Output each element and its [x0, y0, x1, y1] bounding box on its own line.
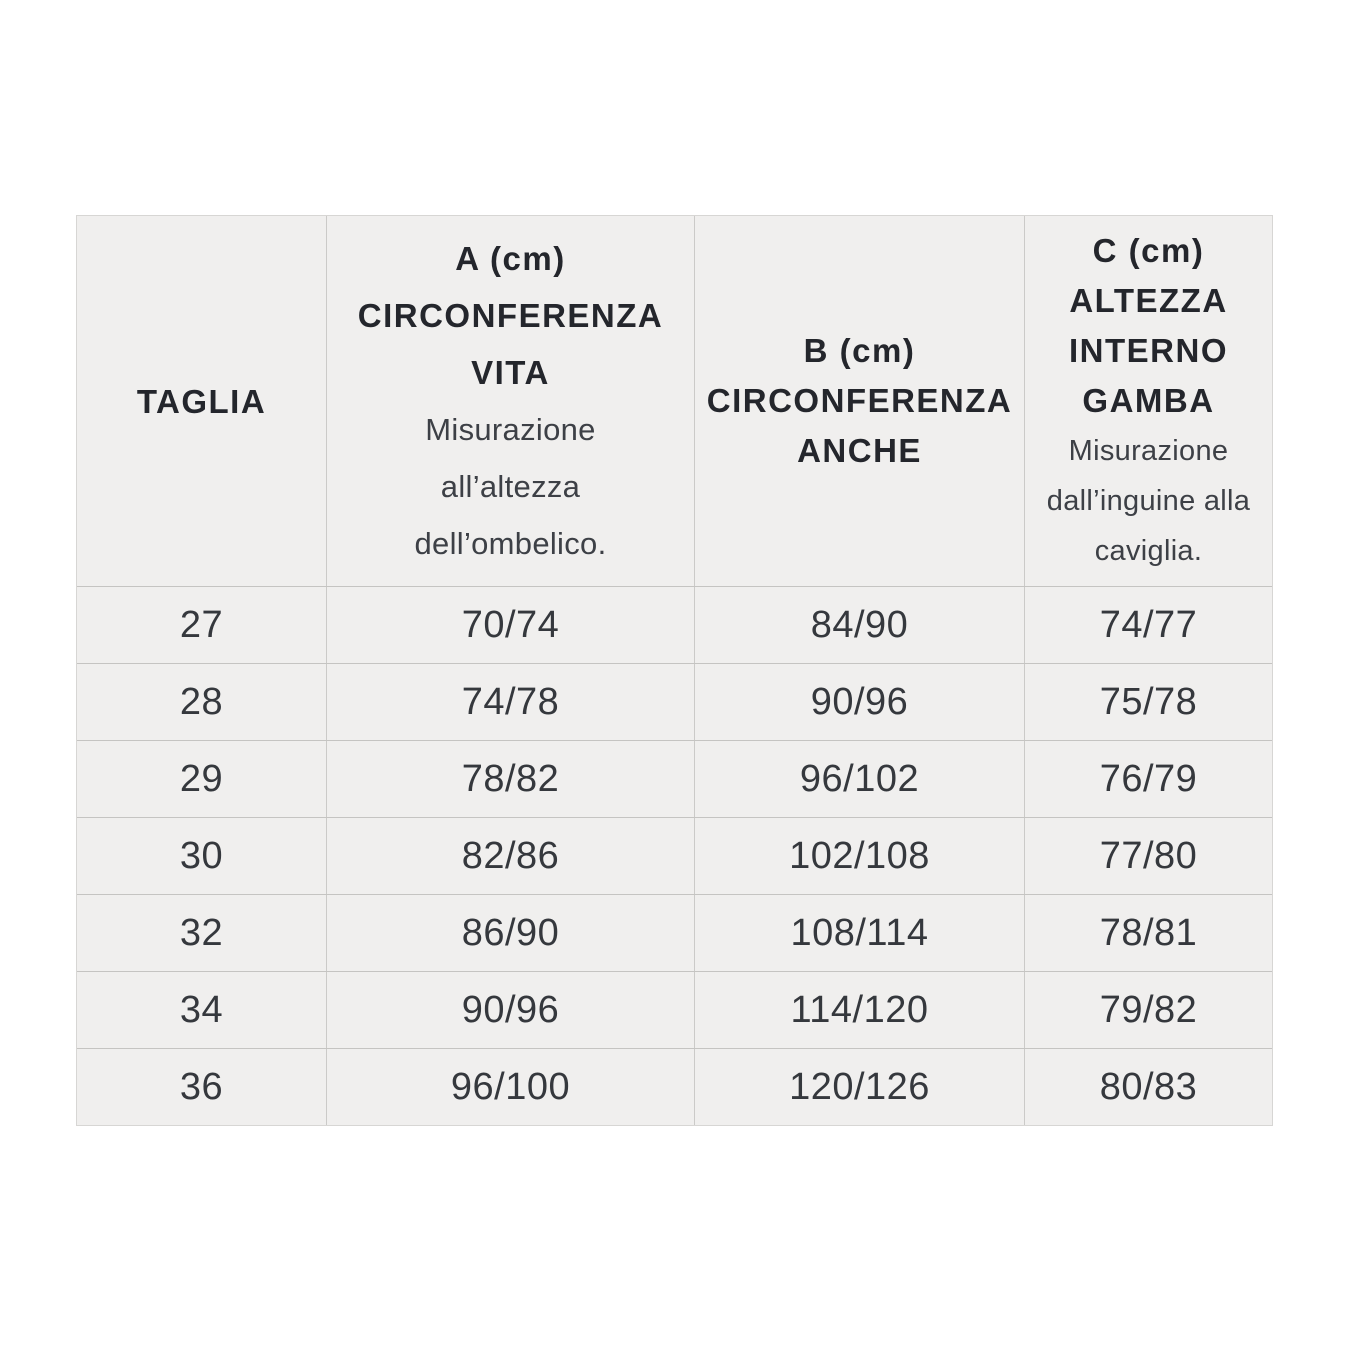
- cell-hips: 108/114: [694, 895, 1024, 971]
- cell-inseam: 76/79: [1024, 741, 1272, 817]
- table-row: 28 74/78 90/96 75/78: [77, 663, 1272, 740]
- cell-waist: 78/82: [326, 741, 694, 817]
- header-title: VITA: [471, 354, 550, 391]
- table-row: 30 82/86 102/108 77/80: [77, 817, 1272, 894]
- cell-hips: 84/90: [694, 587, 1024, 663]
- header-cell-waist: A (cm) CIRCONFERENZA VITA Misurazione al…: [326, 216, 694, 586]
- table-row: 29 78/82 96/102 76/79: [77, 740, 1272, 817]
- cell-size: 32: [179, 911, 224, 954]
- cell-waist: 82/86: [326, 818, 694, 894]
- header-title: CIRCONFERENZA: [357, 297, 664, 334]
- cell-inseam: 80/83: [1024, 1049, 1272, 1125]
- header-note: Misurazione: [425, 412, 596, 447]
- size-chart-table: TAGLIA A (cm) CIRCONFERENZA VITA Misuraz…: [76, 215, 1273, 1126]
- cell-waist: 86/90: [326, 895, 694, 971]
- header-note: Misurazione: [1068, 435, 1229, 467]
- cell-hips: 120/126: [694, 1049, 1024, 1125]
- header-title: TAGLIA: [136, 382, 267, 420]
- header-cell-hips: B (cm) CIRCONFERENZA ANCHE: [694, 216, 1024, 586]
- header-title: ANCHE: [797, 432, 922, 469]
- cell-size: 28: [179, 680, 224, 723]
- cell-waist: 90/96: [326, 972, 694, 1048]
- header-title: B (cm): [803, 332, 916, 369]
- header-row: TAGLIA A (cm) CIRCONFERENZA VITA Misuraz…: [77, 216, 1272, 586]
- cell-inseam: 75/78: [1024, 664, 1272, 740]
- header-title: GAMBA: [1082, 382, 1215, 419]
- cell-size: 36: [179, 1065, 224, 1108]
- header-title: ALTEZZA: [1069, 282, 1228, 319]
- table-row: 32 86/90 108/114 78/81: [77, 894, 1272, 971]
- header-cell-taglia: TAGLIA: [77, 216, 326, 586]
- header-note: dall’inguine alla: [1046, 485, 1251, 517]
- header-title: C (cm): [1092, 232, 1205, 269]
- cell-inseam: 77/80: [1024, 818, 1272, 894]
- table-row: 27 70/74 84/90 74/77: [77, 586, 1272, 663]
- header-note: dell’ombelico.: [414, 526, 607, 561]
- cell-hips: 102/108: [694, 818, 1024, 894]
- header-cell-inseam: C (cm) ALTEZZA INTERNO GAMBA Misurazione…: [1024, 216, 1272, 586]
- header-title: A (cm): [455, 240, 566, 277]
- cell-hips: 96/102: [694, 741, 1024, 817]
- cell-waist: 74/78: [326, 664, 694, 740]
- cell-waist: 96/100: [326, 1049, 694, 1125]
- cell-inseam: 74/77: [1024, 587, 1272, 663]
- cell-size: 29: [179, 757, 224, 800]
- cell-size: 34: [179, 988, 224, 1031]
- header-note: all’altezza: [440, 469, 581, 504]
- table-row: 36 96/100 120/126 80/83: [77, 1048, 1272, 1125]
- cell-inseam: 79/82: [1024, 972, 1272, 1048]
- header-title: CIRCONFERENZA: [706, 382, 1013, 419]
- cell-hips: 90/96: [694, 664, 1024, 740]
- cell-size: 27: [179, 603, 224, 646]
- header-note: caviglia.: [1094, 535, 1203, 567]
- cell-inseam: 78/81: [1024, 895, 1272, 971]
- header-title: INTERNO: [1069, 332, 1228, 369]
- table-row: 34 90/96 114/120 79/82: [77, 971, 1272, 1048]
- cell-waist: 70/74: [326, 587, 694, 663]
- cell-hips: 114/120: [694, 972, 1024, 1048]
- cell-size: 30: [179, 834, 224, 877]
